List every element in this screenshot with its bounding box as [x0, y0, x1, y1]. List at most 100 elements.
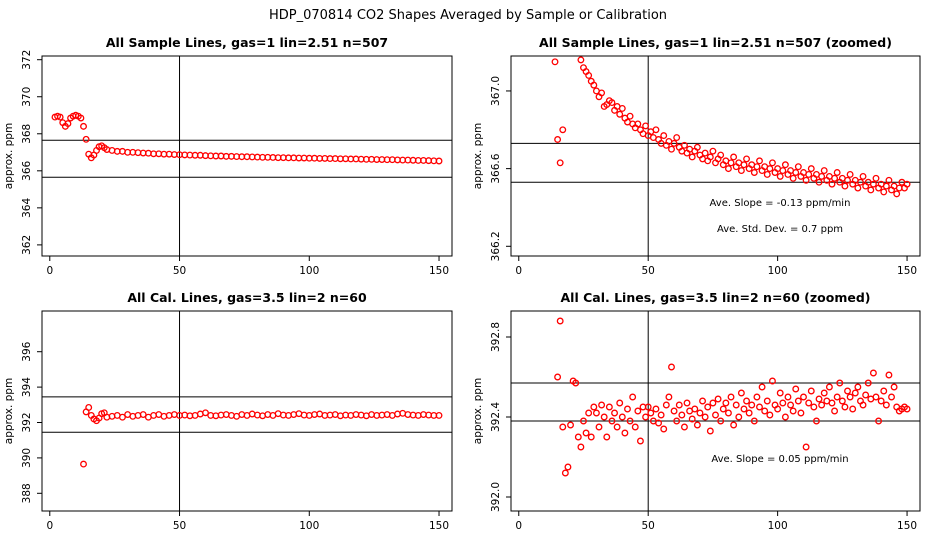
data-point	[849, 405, 857, 413]
data-point	[680, 423, 688, 431]
data-point	[893, 190, 901, 198]
data-point	[805, 170, 813, 178]
data-point	[833, 393, 841, 401]
data-point	[880, 387, 888, 395]
data-point	[805, 399, 813, 407]
data-point	[618, 413, 626, 421]
plot-frame	[510, 55, 921, 257]
data-point	[590, 403, 598, 411]
data-point	[139, 411, 147, 418]
data-point	[573, 49, 579, 55]
y-tick-label: 370	[21, 87, 33, 107]
plot-frame	[41, 310, 453, 512]
panel-title: All Sample Lines, gas=1 lin=2.51 n=507	[106, 35, 388, 50]
data-point	[587, 433, 595, 441]
data-point	[80, 460, 87, 468]
data-point	[572, 379, 580, 387]
data-point	[724, 165, 732, 173]
data-point	[624, 405, 631, 413]
data-point	[813, 417, 820, 425]
data-point	[737, 389, 745, 397]
data-point	[691, 405, 699, 413]
data-point	[561, 469, 569, 477]
data-point	[82, 135, 90, 143]
data-point	[880, 188, 888, 196]
panel-title: All Cal. Lines, gas=3.5 lin=2 n=60	[127, 290, 367, 305]
data-point	[655, 419, 663, 427]
x-tick-label: 100	[768, 520, 788, 532]
x-tick-label: 100	[299, 520, 319, 532]
data-point	[815, 178, 823, 186]
data-point	[750, 417, 758, 425]
y-tick-label: 366.6	[490, 153, 502, 183]
y-axis-label: approx. ppm	[3, 378, 15, 444]
data-point	[608, 417, 616, 425]
data-point	[722, 399, 730, 407]
x-tick-label: 150	[429, 265, 449, 277]
data-point	[784, 393, 792, 401]
data-point	[789, 174, 797, 182]
data-point	[673, 134, 681, 142]
data-point	[831, 174, 839, 182]
data-point	[77, 114, 85, 122]
data-point	[688, 415, 696, 423]
data-point	[567, 421, 574, 429]
data-point	[750, 169, 758, 176]
data-point	[825, 383, 833, 391]
data-point	[854, 184, 862, 192]
data-point	[657, 411, 665, 419]
data-point	[903, 405, 911, 413]
data-point	[730, 421, 738, 429]
data-point	[598, 89, 606, 97]
y-tick-label: 364	[21, 198, 33, 218]
data-point	[802, 176, 810, 184]
data-point	[820, 389, 828, 397]
y-tick-label: 396	[21, 341, 33, 361]
data-point	[556, 159, 564, 167]
data-point	[724, 409, 732, 417]
data-point	[867, 186, 875, 194]
data-point	[714, 395, 722, 403]
data-point	[636, 437, 644, 445]
y-tick-label: 372	[21, 50, 33, 70]
x-tick-label: 0	[46, 265, 53, 277]
data-point	[709, 399, 717, 407]
data-point	[740, 405, 748, 413]
data-point	[732, 401, 740, 409]
data-point	[202, 409, 209, 417]
data-point	[851, 389, 859, 397]
data-point	[903, 180, 911, 188]
data-point	[559, 423, 567, 431]
data-point	[792, 385, 800, 393]
data-point	[836, 379, 844, 387]
data-point	[706, 427, 714, 435]
data-point	[608, 99, 616, 107]
data-point	[869, 369, 877, 377]
data-point	[613, 423, 621, 431]
y-tick-label: 367.0	[490, 76, 502, 106]
y-tick-label: 390	[21, 448, 33, 468]
data-point	[766, 411, 774, 419]
data-point	[779, 167, 787, 175]
figure-title: HDP_070814 CO2 Shapes Averaged by Sample…	[269, 8, 667, 23]
data-point	[631, 423, 639, 431]
data-point	[869, 180, 877, 188]
data-point	[611, 409, 618, 417]
data-point	[660, 425, 668, 433]
data-point	[820, 167, 828, 175]
data-point	[740, 161, 748, 169]
x-tick-label: 150	[429, 520, 449, 532]
data-point	[864, 379, 872, 387]
data-point	[696, 409, 704, 417]
data-point	[64, 120, 72, 128]
chart-panel-cal-lines-zoomed: All Cal. Lines, gas=3.5 lin=2 n=60 (zoom…	[472, 290, 921, 532]
data-point	[56, 113, 64, 121]
data-point	[577, 443, 585, 451]
y-tick-label: 392	[21, 412, 33, 432]
y-tick-label: 388	[21, 483, 33, 503]
x-tick-label: 50	[173, 265, 186, 277]
data-point	[745, 409, 753, 417]
y-tick-label: 366	[21, 160, 33, 180]
data-point	[644, 403, 652, 411]
data-point	[841, 182, 849, 190]
